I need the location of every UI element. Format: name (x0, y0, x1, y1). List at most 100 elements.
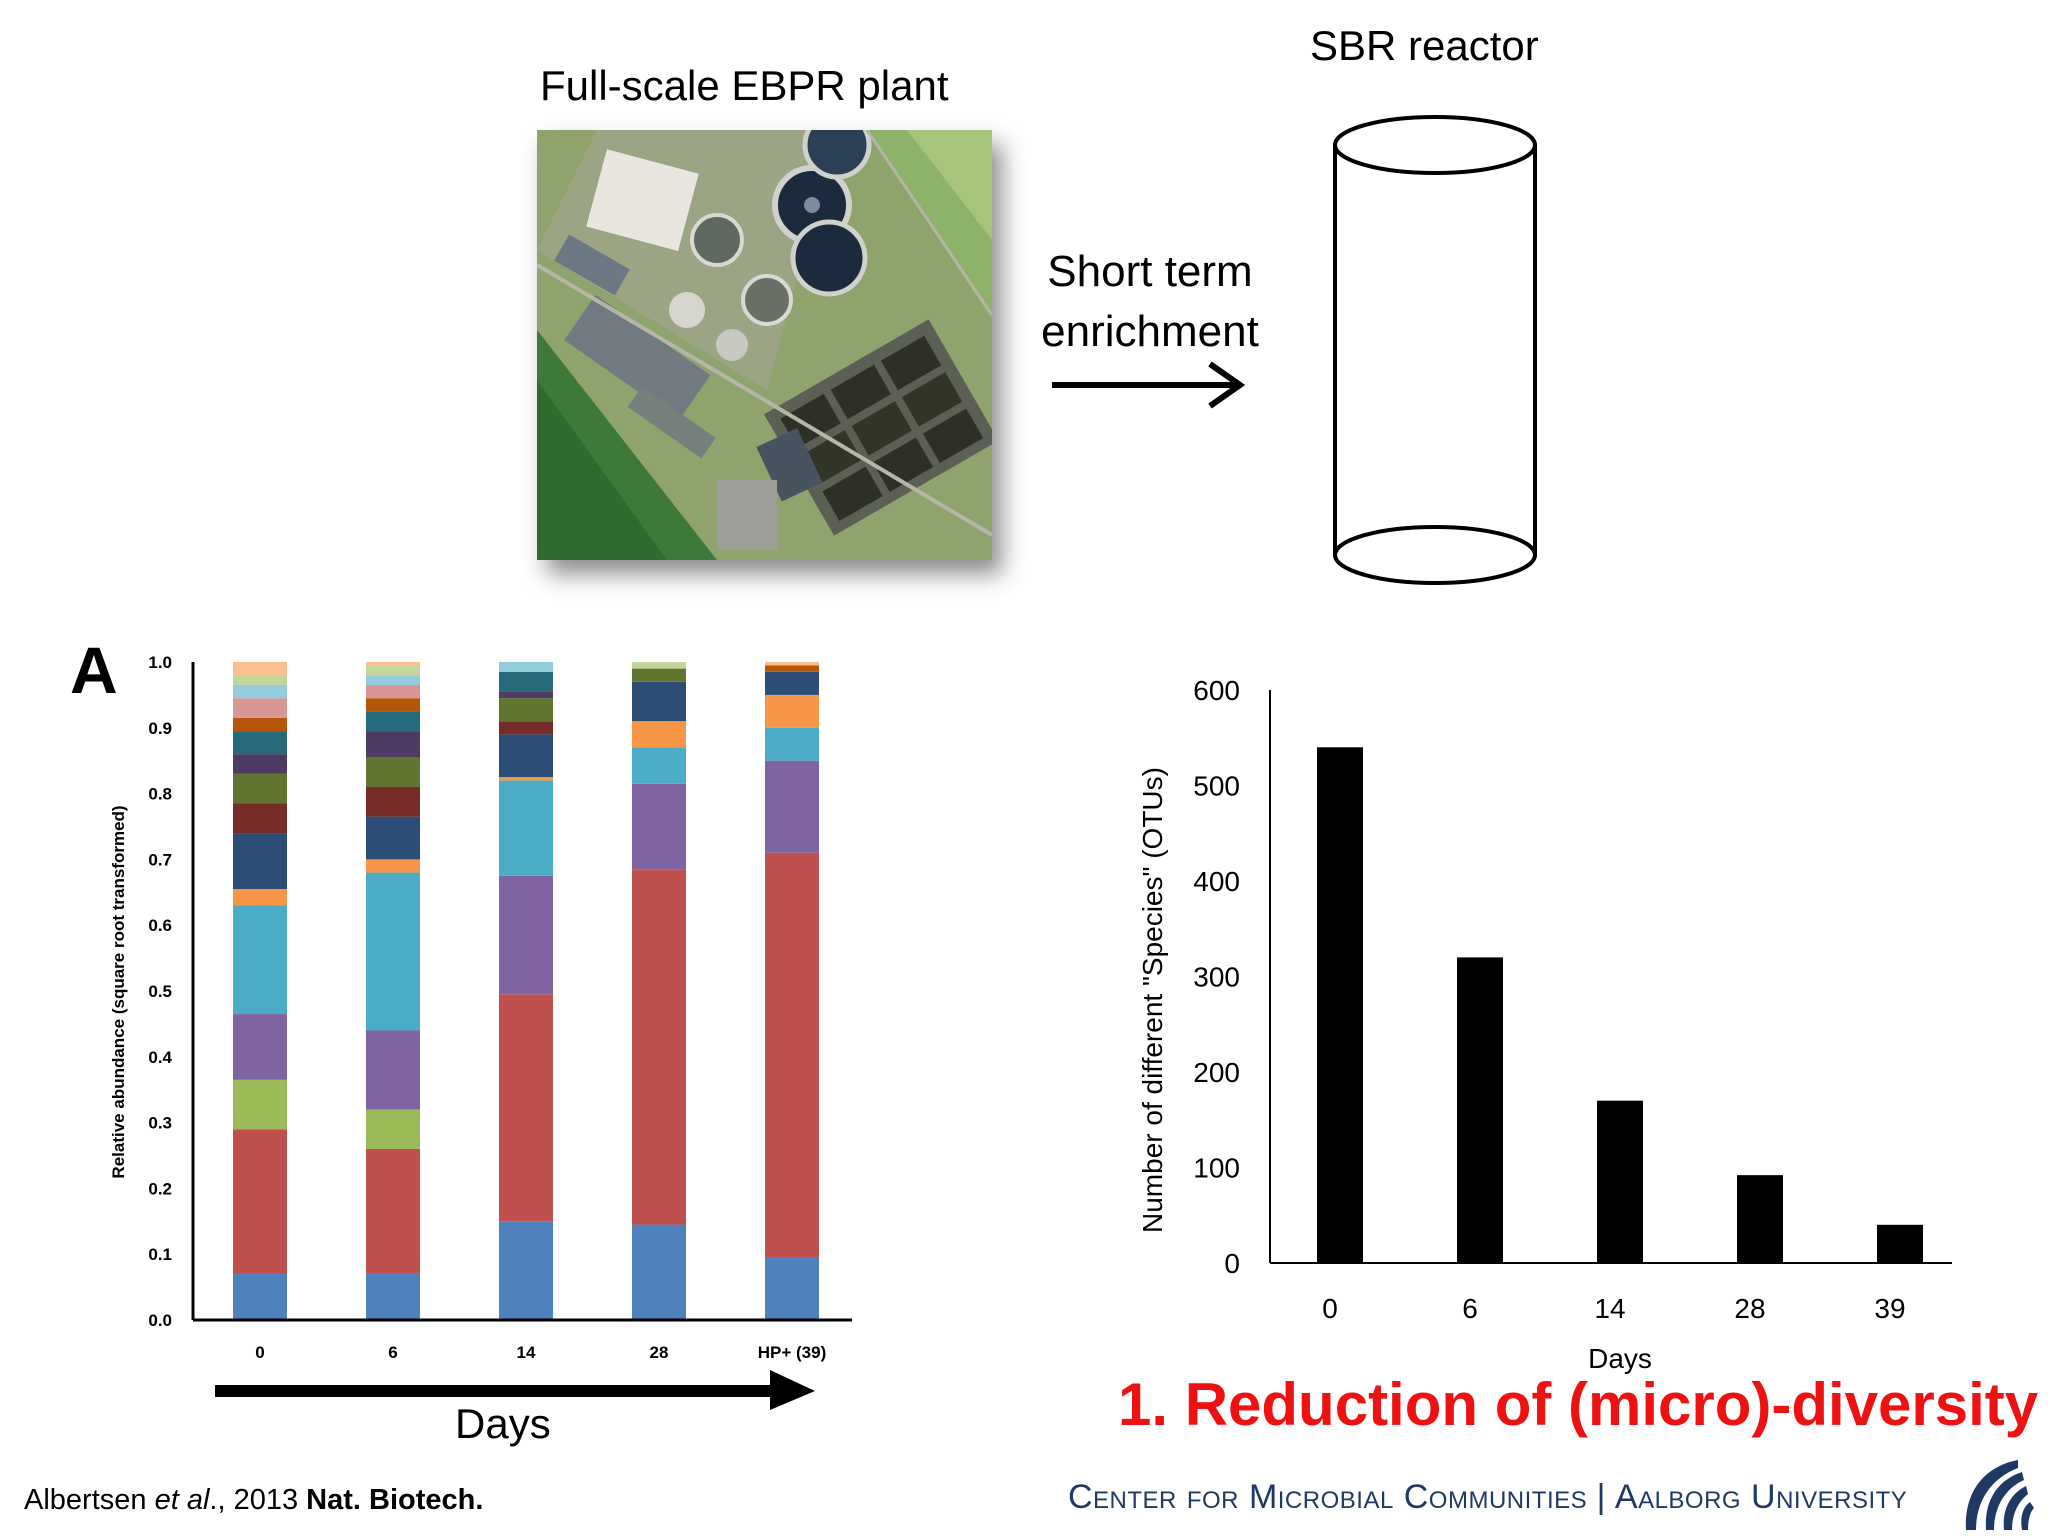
stack-segment (499, 994, 553, 1222)
left-chart-plot: 0.0 0.1 0.2 0.3 0.4 0.5 0.6 0.7 0.8 0.9 1.0 0 6 14 28 H… (148, 653, 826, 1362)
stack-segment (632, 668, 686, 682)
right-chart-ytick: 300 (1193, 962, 1240, 993)
stack-segment (765, 694, 819, 728)
left-chart-ytick: 0.8 (148, 785, 172, 804)
right-chart-xtick: 28 (1734, 1293, 1765, 1324)
left-chart-ytick: 0.1 (148, 1245, 172, 1264)
stack-segment (233, 754, 287, 774)
stack-segment (499, 875, 553, 995)
enrichment-arrow (1052, 361, 1246, 409)
stack-segment (233, 1273, 287, 1320)
right-chart-ytick: 500 (1193, 771, 1240, 802)
left-chart-xtick: 0 (255, 1343, 264, 1362)
right-chart-xtick: 6 (1462, 1293, 1478, 1324)
otu-bar (1737, 1175, 1783, 1263)
stack-segment (366, 816, 420, 860)
stack-segment (499, 1221, 553, 1320)
left-chart-ytick: 0.2 (148, 1179, 172, 1198)
left-chart-ytick: 0.6 (148, 916, 172, 935)
otu-bar (1317, 747, 1363, 1263)
enrichment-line1: Short term (1047, 247, 1253, 296)
stack-segment (233, 803, 287, 834)
stack-segment (366, 1109, 420, 1149)
otu-bar-chart: 0 100 200 300 400 500 600 0 6 14 28 39 Number of di… (1137, 675, 1952, 1374)
stack-segment (765, 852, 819, 1258)
stack-segment (366, 1030, 420, 1110)
stack-segment (632, 662, 686, 669)
left-chart-xtick: 28 (650, 1343, 669, 1362)
stack-segment (233, 889, 287, 906)
stack-segment (765, 671, 819, 695)
days-arrow (215, 1370, 815, 1410)
stack-segment (765, 760, 819, 853)
right-chart-ytick: 400 (1193, 866, 1240, 897)
right-chart-xlabel: Days (1588, 1343, 1652, 1374)
stack-segment (366, 662, 420, 666)
stack-segment (632, 721, 686, 748)
citation-authors: Albertsen (24, 1484, 155, 1516)
right-chart-ytick: 100 (1193, 1153, 1240, 1184)
stack-segment (233, 1079, 287, 1130)
stack-segment (499, 777, 553, 781)
stack-segment (499, 734, 553, 778)
days-label: Days (455, 1400, 551, 1447)
stack-segment (366, 665, 420, 676)
left-chart-ytick: 0.3 (148, 1114, 172, 1133)
stack-segment (366, 1148, 420, 1274)
stack-segment (499, 671, 553, 692)
reactor-title: SBR reactor (1310, 22, 1539, 69)
stack-segment (632, 1224, 686, 1320)
right-chart-ylabel: Number of different "Species" (OTUs) (1137, 767, 1168, 1233)
stack-segment (366, 711, 420, 732)
stack-segment (499, 698, 553, 722)
stack-segment (366, 872, 420, 1031)
stack-segment (233, 662, 287, 676)
stack-segment (233, 731, 287, 755)
enrichment-label: Short term enrichment (1020, 242, 1280, 362)
left-chart-ytick: 0.0 (148, 1311, 172, 1330)
stack-segment (366, 757, 420, 788)
stack-segment (233, 1129, 287, 1274)
stack-segment (233, 773, 287, 804)
left-chart-xtick: 6 (388, 1343, 397, 1362)
citation-etal: et al (154, 1484, 210, 1516)
stack-segment (233, 1014, 287, 1080)
stack-segment (366, 731, 420, 758)
stack-segment (499, 691, 553, 699)
left-chart-xtick: 14 (517, 1343, 536, 1362)
stack-segment (366, 1273, 420, 1320)
stack-segment (632, 869, 686, 1225)
takeaway-heading: 1. Reduction of (micro)-diversity (1118, 1371, 2039, 1438)
right-chart-ytick: 0 (1224, 1248, 1240, 1279)
footer-center: Center for Microbial Communities (1068, 1478, 1588, 1516)
stack-segment (233, 833, 287, 890)
left-chart-ytick: 0.4 (148, 1048, 172, 1067)
left-chart-ytick: 0.7 (148, 850, 172, 869)
stack-segment (233, 717, 287, 732)
footer-branding: Center for Microbial Communities | Aalbo… (1068, 1478, 1907, 1517)
citation-journal: Nat. Biotech. (306, 1484, 484, 1516)
stack-segment (632, 681, 686, 722)
right-chart-xtick: 39 (1874, 1293, 1905, 1324)
right-chart-ytick: 200 (1193, 1057, 1240, 1088)
stack-segment (499, 721, 553, 735)
stack-segment (366, 685, 420, 699)
citation: Albertsen et al., 2013 Nat. Biotech. (24, 1484, 483, 1517)
enrichment-line2: enrichment (1041, 307, 1259, 356)
otu-bar (1597, 1100, 1643, 1263)
right-chart-xtick: 0 (1322, 1293, 1338, 1324)
stack-segment (366, 675, 420, 686)
plant-aerial-photo (537, 130, 992, 560)
left-chart-ylabel: Relative abundance (square root transfor… (109, 805, 128, 1178)
stack-segment (765, 727, 819, 761)
stack-segment (765, 665, 819, 672)
left-chart-ytick: 0.9 (148, 719, 172, 738)
otu-bar (1877, 1224, 1923, 1263)
stack-segment (632, 747, 686, 784)
stack-segment (499, 662, 553, 672)
stack-segment (765, 662, 819, 666)
stack-segment (233, 698, 287, 718)
sbr-reactor-cylinder (1333, 115, 1537, 585)
stack-segment (366, 698, 420, 712)
